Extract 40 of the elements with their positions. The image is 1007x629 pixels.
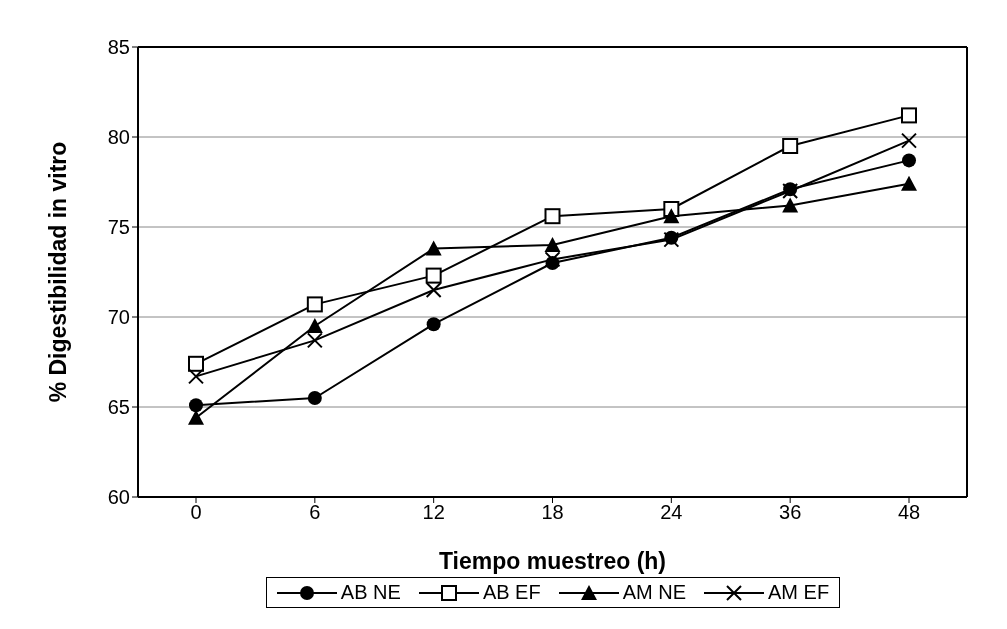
point <box>426 317 441 332</box>
y-tick-label: 85 <box>107 36 130 59</box>
point <box>306 332 323 349</box>
point <box>544 251 561 268</box>
point <box>901 175 917 191</box>
point <box>425 267 442 284</box>
y-tick-label: 75 <box>107 216 130 239</box>
y-tick-label: 65 <box>107 396 130 419</box>
point <box>901 107 917 124</box>
point <box>189 398 203 413</box>
x-tick-label: 6 <box>309 501 321 524</box>
point <box>425 282 442 298</box>
point <box>782 197 799 213</box>
point <box>782 138 799 154</box>
y-tick-label: 80 <box>107 126 130 149</box>
y-axis-title: % Digestibilidad in vitro <box>45 141 72 403</box>
legend-label: AB EF <box>482 581 541 604</box>
legend-label: AB NE <box>340 581 401 604</box>
point <box>544 208 561 225</box>
x-tick-label: 48 <box>897 501 921 524</box>
legend-label: AM EF <box>768 581 830 604</box>
point <box>425 240 442 256</box>
point <box>306 318 323 333</box>
point <box>902 153 916 168</box>
point <box>663 208 680 224</box>
y-tick-label: 70 <box>107 306 130 329</box>
x-axis-title: Tiempo muestreo (h) <box>438 548 667 574</box>
x-tick-label: 18 <box>541 501 564 524</box>
x-tick-label: 24 <box>660 501 683 524</box>
point <box>188 368 204 385</box>
x-tick-label: 12 <box>422 501 445 524</box>
legend-label: AM NE <box>622 581 687 604</box>
x-tick-label: 36 <box>779 501 802 524</box>
x-tick-label: 0 <box>190 501 202 524</box>
point <box>544 237 561 252</box>
point <box>307 391 322 405</box>
point <box>306 296 323 313</box>
y-tick-label: 60 <box>107 486 130 509</box>
point <box>901 132 917 149</box>
point <box>188 355 204 372</box>
